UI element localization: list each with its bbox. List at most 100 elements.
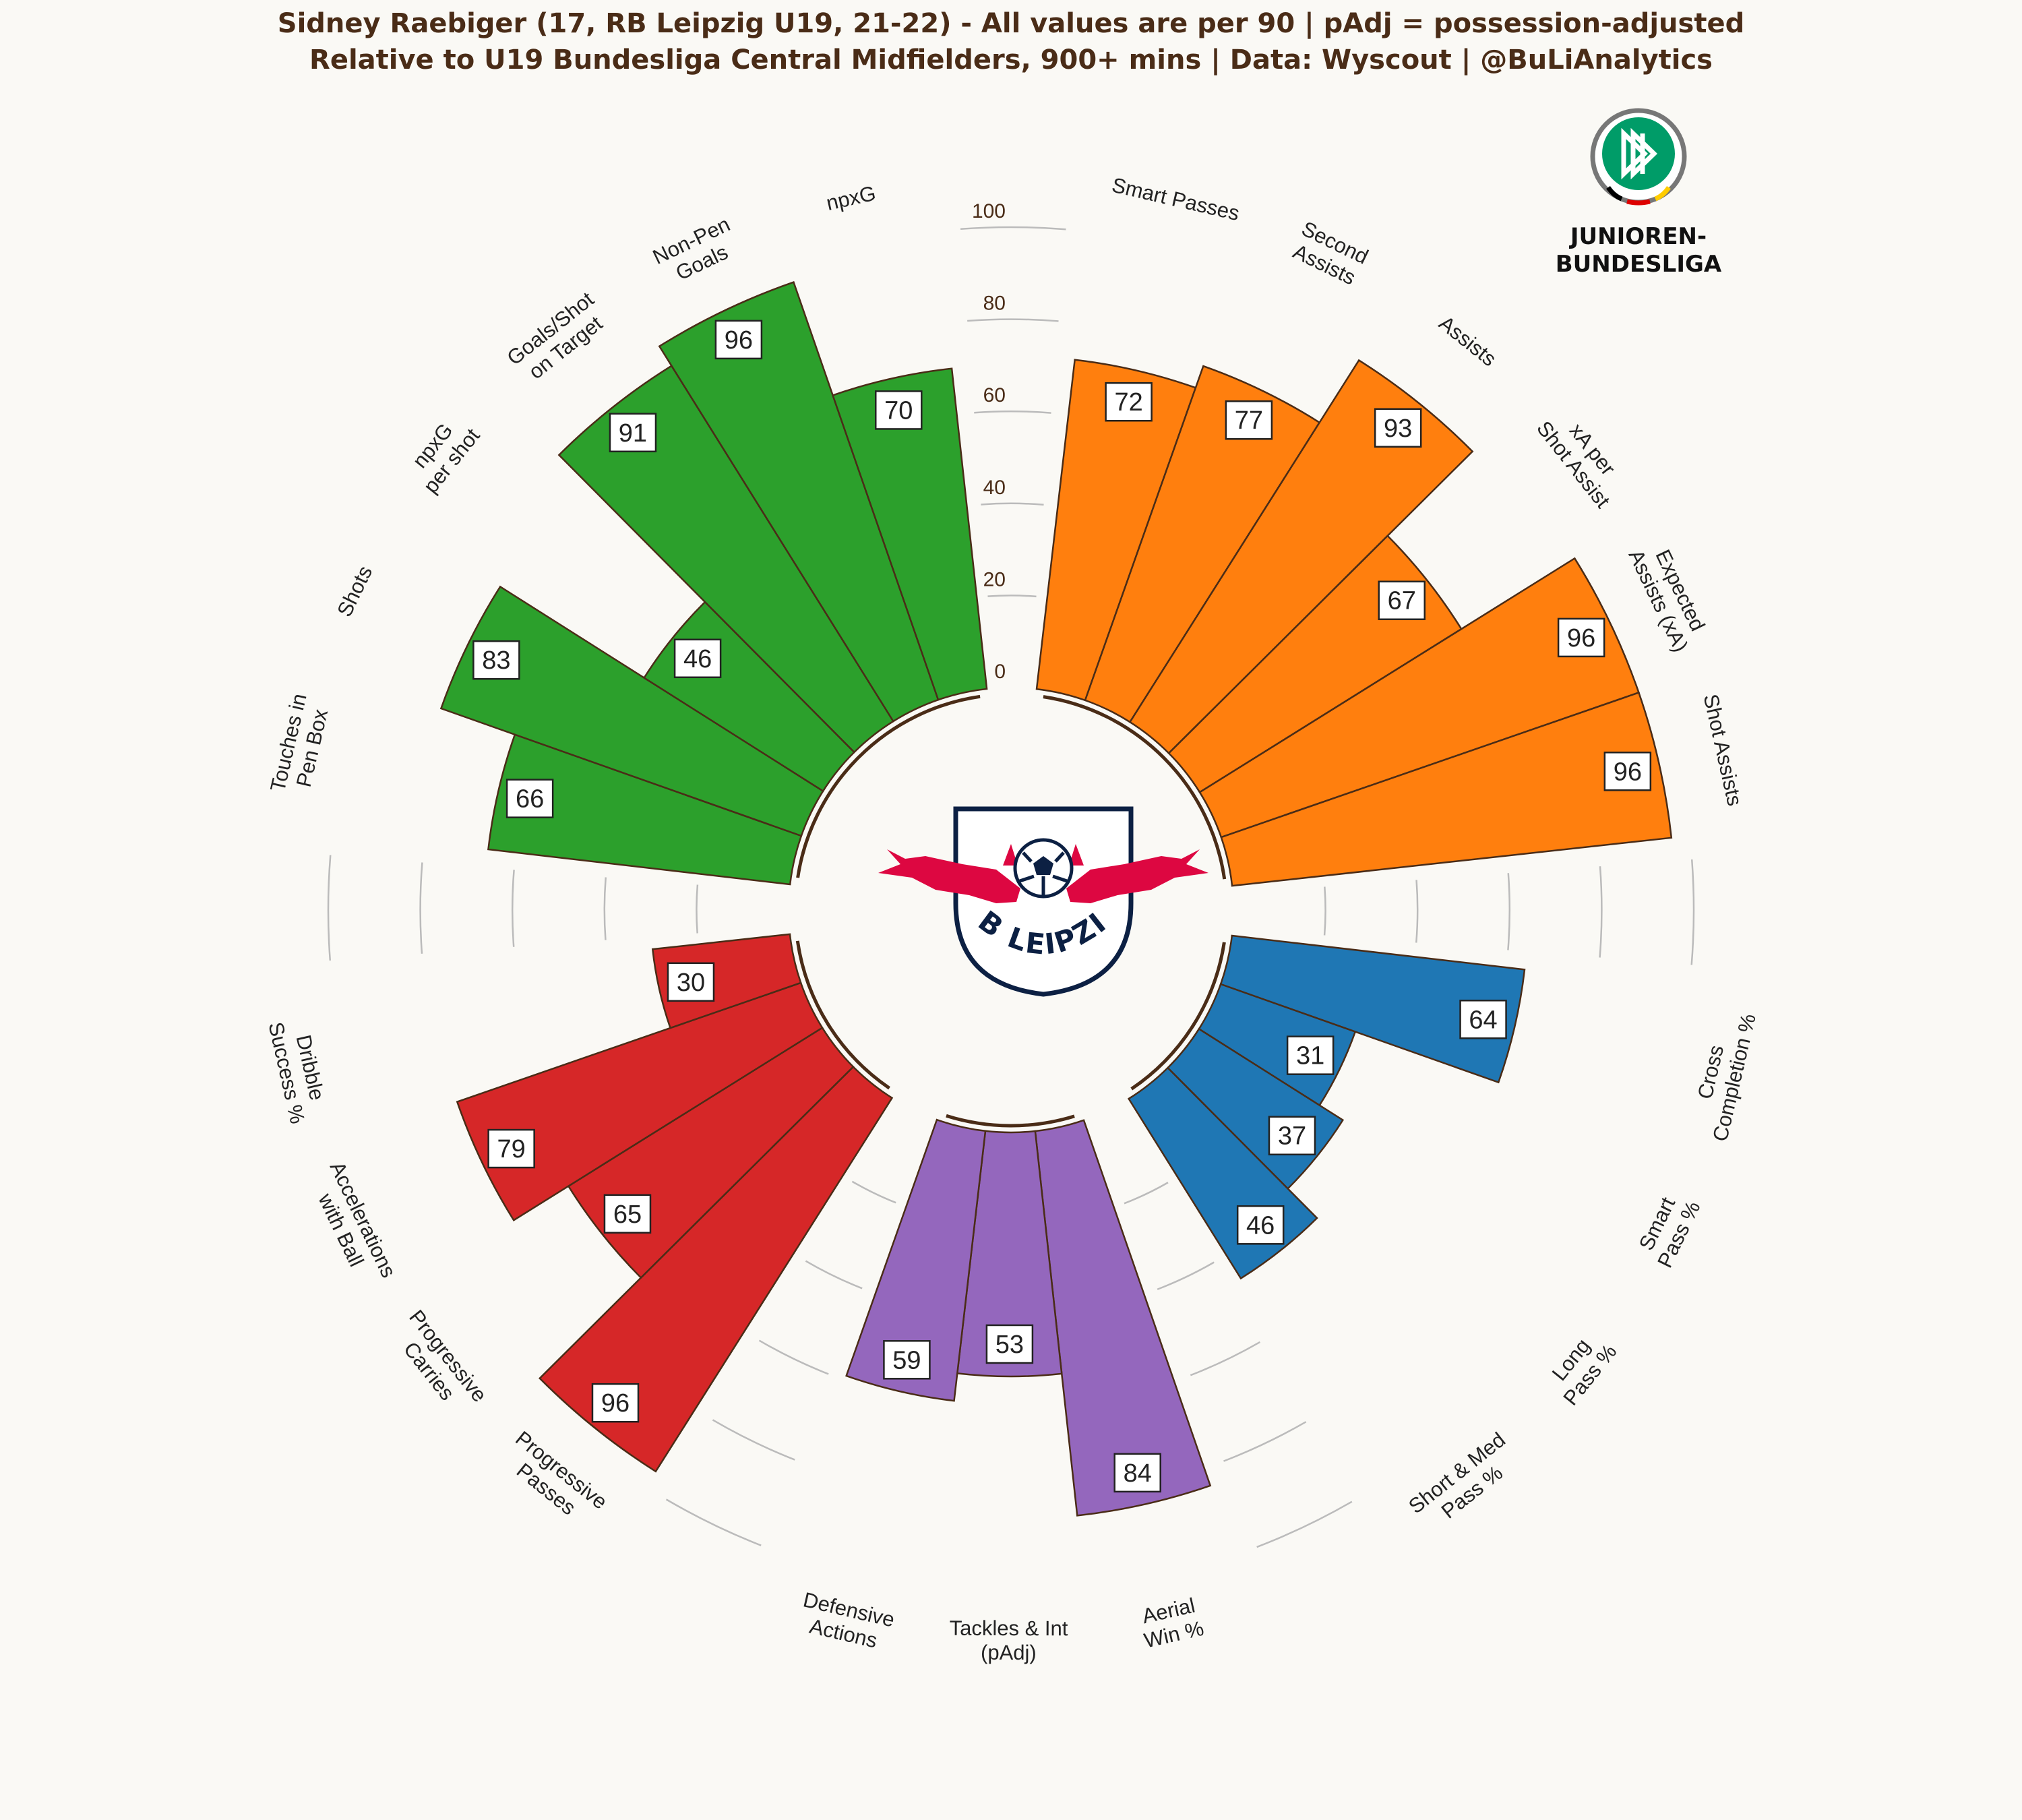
label-progressive-carries: ProgressiveCarries (386, 1306, 491, 1422)
value-box-shot-assists (1603, 752, 1652, 791)
value-label-smart-passes: 72 (1114, 388, 1142, 417)
football-icon (1013, 838, 1074, 899)
value-box-touches-in-pen-box (506, 779, 554, 818)
gridline-100 (1256, 1500, 1353, 1548)
gridline-80 (967, 318, 1059, 322)
gridline-40 (603, 877, 607, 940)
bar-shot-assists (1220, 691, 1673, 887)
label-second-assists: SecondAssists (1287, 216, 1372, 291)
gridline-80 (1599, 866, 1603, 958)
flag-stripe-black-icon (1606, 185, 1623, 202)
bar-shots (439, 585, 824, 837)
league-logo-line-1: JUNIOREN- (1569, 223, 1707, 250)
gridline-20 (1124, 1182, 1169, 1205)
label-assists: Assists (1434, 311, 1500, 371)
value-label-assists: 93 (1384, 415, 1412, 443)
label-npxg: npxG (824, 181, 878, 215)
gridline-60 (758, 1339, 829, 1375)
label-smart-passes: Smart Passes (1109, 173, 1242, 226)
bar-progressive-passes (538, 1065, 894, 1473)
tick-label-60: 60 (983, 384, 1006, 406)
label-goals-shot-on-target: Goals/Shoton Target (503, 287, 614, 389)
junioren-bundesliga-logo: JUNIOREN- BUNDESLIGA (1556, 108, 1722, 278)
tick-label-80: 80 (983, 293, 1006, 315)
flag-stripe-gold-icon (1654, 185, 1671, 202)
gridline-100 (327, 855, 332, 961)
gridline-60 (1190, 1341, 1261, 1376)
bull-left-icon (878, 844, 1020, 903)
value-box-progressive-carries (603, 1194, 652, 1234)
dfb-emblem-icon (1602, 117, 1675, 190)
tick-label-40: 40 (983, 477, 1006, 499)
value-label-goals-shot-on-target: 91 (619, 419, 647, 448)
label-xa-per-shot-assist: xA perShot Assist (1532, 402, 1634, 513)
bar-smart-passes (1035, 359, 1197, 702)
value-label-npxg: 70 (884, 396, 913, 425)
value-box-aerial-win (1113, 1453, 1161, 1493)
label-shot-assists: Shot Assists (1699, 692, 1747, 808)
bar-tackles-int-padj (956, 1130, 1063, 1378)
value-box-assists (1374, 408, 1422, 448)
bar-second-assists (1084, 365, 1321, 723)
value-box-goals-shot-on-target (609, 413, 657, 453)
gridline-40 (1415, 880, 1419, 943)
value-label-cross-completion: 64 (1469, 1006, 1497, 1034)
tick-label-20: 20 (983, 568, 1006, 590)
label-cross-completion: CrossCompletion % (1684, 1006, 1760, 1144)
value-label-long-pass: 37 (1278, 1122, 1306, 1151)
title-line-1: Sidney Raebiger (17, RB Leipzig U19, 21-… (277, 8, 1745, 39)
label-accelerations-with-ball: Accelerationswith Ball (303, 1158, 400, 1292)
value-box-defensive-actions (883, 1340, 931, 1380)
bar-accelerations-with-ball (456, 981, 824, 1221)
rb-leipzig-shield-icon (953, 806, 1134, 997)
value-box-expected-assists-xa (1557, 617, 1605, 658)
value-box-short-med-pass (1236, 1205, 1285, 1245)
bar-assists (1128, 359, 1474, 755)
label-defensive-actions: DefensiveActions (795, 1587, 896, 1655)
label-npxg-per-shot: npxGper shot (400, 408, 485, 497)
bar-defensive-actions (845, 1118, 987, 1402)
group-arc-passing (1130, 942, 1226, 1091)
bar-goals-shot-on-target (557, 364, 895, 754)
label-smart-pass: SmartPass % (1631, 1186, 1705, 1271)
bar-npxg (831, 367, 988, 701)
value-box-dribble-success (667, 962, 715, 1002)
label-short-med-pass: Short & MedPass % (1404, 1428, 1525, 1538)
value-label-dribble-success: 30 (677, 969, 705, 997)
tick-label-0: 0 (994, 661, 1006, 683)
value-label-smart-pass: 31 (1296, 1042, 1324, 1070)
value-label-progressive-carries: 65 (613, 1201, 642, 1229)
value-label-tackles-int-padj: 53 (995, 1331, 1024, 1359)
value-label-non-pen-goals: 96 (725, 326, 753, 355)
value-label-short-med-pass: 46 (1246, 1211, 1275, 1240)
gridline-80 (1223, 1421, 1307, 1462)
gridline-40 (981, 502, 1044, 506)
value-box-non-pen-goals (714, 320, 763, 360)
gridline-20 (696, 884, 699, 934)
label-touches-in-pen-box: Touches inPen Box (266, 691, 335, 799)
gridline-60 (511, 870, 515, 947)
value-box-second-assists (1225, 400, 1273, 440)
value-box-npxg (875, 390, 923, 430)
label-shots: Shots (332, 562, 377, 621)
gridline-80 (419, 862, 423, 954)
group-arc-shooting (796, 694, 981, 878)
chart-title: Sidney Raebiger (17, RB Leipzig U19, 21-… (0, 5, 2022, 78)
gridline-100 (1690, 859, 1695, 965)
bar-aerial-win (1034, 1119, 1212, 1517)
value-box-long-pass (1268, 1116, 1316, 1155)
chart-gridlines (327, 226, 1695, 1548)
group-arc-progression (795, 940, 890, 1090)
value-label-shots: 83 (482, 646, 510, 675)
value-label-second-assists: 77 (1235, 406, 1263, 435)
bar-non-pen-goals (658, 280, 940, 723)
value-label-accelerations-with-ball: 79 (497, 1135, 525, 1163)
bar-expected-assists-xa (1198, 557, 1641, 839)
value-box-shots (472, 640, 520, 680)
value-label-aerial-win: 84 (1124, 1459, 1152, 1488)
value-box-npxg-per-shot (673, 638, 722, 679)
label-progressive-passes: ProgressivePasses (496, 1426, 612, 1533)
value-label-expected-assists-xa: 96 (1567, 624, 1595, 653)
title-line-2: Relative to U19 Bundesliga Central Midfi… (309, 44, 1713, 75)
gridline-20 (1323, 886, 1326, 936)
